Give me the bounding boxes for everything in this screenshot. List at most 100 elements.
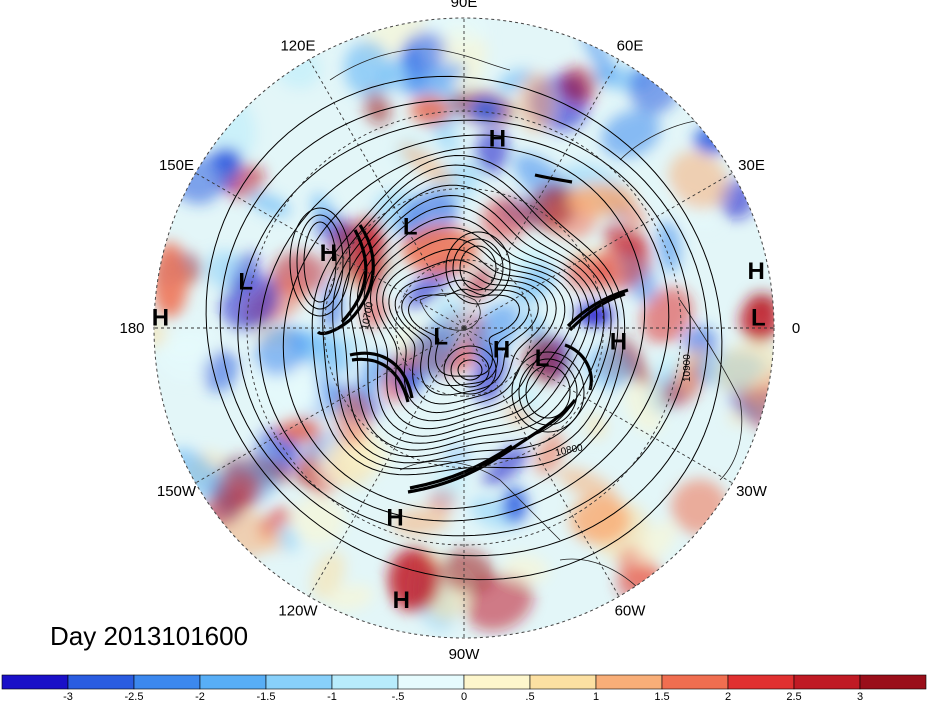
longitude-label: 120W bbox=[278, 602, 318, 619]
low-pressure-label: L bbox=[751, 305, 766, 332]
anomaly-patch bbox=[316, 371, 344, 414]
anomaly-core bbox=[410, 96, 450, 124]
map-title: Day 2013101600 bbox=[50, 621, 248, 651]
anomaly-patch bbox=[503, 555, 549, 583]
high-pressure-label: H bbox=[393, 587, 410, 614]
high-pressure-label: H bbox=[386, 504, 403, 531]
anomaly-patch bbox=[558, 467, 619, 504]
colorbar-tick-label: -.5 bbox=[392, 691, 405, 702]
colorbar-swatch bbox=[331, 674, 399, 690]
high-pressure-label: H bbox=[493, 337, 510, 364]
anomaly-patch bbox=[526, 183, 578, 231]
meridian-line bbox=[308, 59, 465, 329]
longitude-label: 150W bbox=[157, 483, 197, 500]
anomaly-patch bbox=[714, 341, 774, 394]
meridian-line bbox=[195, 327, 465, 484]
high-pressure-label: H bbox=[610, 329, 627, 356]
anomaly-core bbox=[740, 298, 774, 342]
colorbar-swatch bbox=[67, 674, 135, 690]
colorbar-tick-label: 0 bbox=[461, 691, 467, 702]
high-pressure-label: H bbox=[747, 258, 764, 285]
anomaly-core bbox=[388, 548, 440, 612]
longitude-label: 60E bbox=[617, 38, 644, 55]
anomaly-core bbox=[209, 148, 241, 172]
colorbar-tick-label: 3 bbox=[857, 691, 863, 702]
anomaly-core bbox=[278, 418, 322, 442]
colorbar-swatch bbox=[199, 674, 267, 690]
longitude-label: 60W bbox=[615, 602, 647, 619]
high-pressure-label: H bbox=[489, 126, 506, 153]
anomaly-patch bbox=[311, 551, 346, 600]
closed-contour bbox=[457, 359, 483, 381]
anomaly-patch bbox=[157, 333, 214, 382]
anomaly-patch bbox=[435, 130, 461, 153]
anomaly-core bbox=[402, 226, 478, 274]
anomaly-patch bbox=[255, 325, 308, 376]
jet-streak bbox=[349, 351, 414, 399]
high-pressure-label: H bbox=[152, 304, 169, 331]
colorbar-swatch bbox=[463, 674, 531, 690]
colorbar-swatch bbox=[793, 674, 861, 690]
anomaly-core bbox=[470, 98, 502, 122]
parallel-circle bbox=[246, 110, 682, 546]
anomaly-patch bbox=[559, 66, 598, 104]
anomaly-patch bbox=[676, 348, 707, 391]
contour-label: 10700 bbox=[360, 301, 376, 331]
closed-contour bbox=[450, 352, 490, 388]
jet-streak bbox=[534, 173, 573, 184]
anomaly-core bbox=[566, 184, 634, 216]
meridian-line bbox=[308, 327, 465, 597]
map-boundary bbox=[153, 17, 775, 639]
coastline-central-america bbox=[399, 460, 561, 541]
anomaly-patch bbox=[641, 287, 693, 344]
colorbar-tick-label: -1.5 bbox=[257, 691, 276, 702]
jet-streak bbox=[351, 357, 410, 403]
colorbar-tick-label: 2 bbox=[725, 691, 731, 702]
high-pressure-label: H bbox=[320, 240, 337, 267]
low-pressure-label: L bbox=[433, 323, 448, 350]
closed-contour bbox=[452, 238, 504, 298]
lat-lon-graticule bbox=[154, 18, 774, 638]
closed-contour bbox=[445, 231, 511, 305]
anomaly-patch bbox=[671, 479, 728, 535]
closed-contour bbox=[289, 207, 351, 317]
colorbar-tick-label: -2.5 bbox=[125, 691, 144, 702]
meridian-line bbox=[195, 172, 465, 329]
anomaly-patch bbox=[292, 495, 345, 545]
colorbar-tick-label: -1 bbox=[327, 691, 337, 702]
anomaly-patch bbox=[391, 507, 450, 536]
anomaly-patch bbox=[401, 30, 446, 74]
colorbar-tick-label: 1 bbox=[593, 691, 599, 702]
anomaly-patch bbox=[601, 110, 661, 158]
closed-contour bbox=[443, 345, 497, 395]
anomaly-patch bbox=[475, 128, 510, 175]
anomaly-patch bbox=[364, 90, 391, 125]
colorbar-tick-label: -2 bbox=[195, 691, 205, 702]
longitude-label: 0 bbox=[792, 320, 800, 337]
anomaly-patch bbox=[154, 322, 168, 349]
colorbar-tick-label: .5 bbox=[525, 691, 534, 702]
closed-contour bbox=[511, 351, 585, 433]
anomaly-patch bbox=[334, 391, 371, 446]
anomaly-patch bbox=[510, 379, 539, 415]
anomaly-patch bbox=[205, 250, 244, 288]
colorbar-swatch bbox=[265, 674, 333, 690]
anomaly-patch bbox=[398, 62, 467, 94]
closed-contour bbox=[303, 221, 337, 303]
jet-streak bbox=[564, 343, 593, 391]
colorbar-tick-label: 2.5 bbox=[786, 691, 801, 702]
anomaly-patch bbox=[344, 40, 391, 97]
closed-contour bbox=[525, 365, 571, 419]
anomaly-patch bbox=[683, 325, 718, 359]
colorbar-swatch bbox=[1, 674, 69, 690]
anomaly-patch bbox=[657, 186, 716, 228]
anomaly-core bbox=[694, 126, 730, 154]
anomaly-patch bbox=[440, 549, 495, 593]
meridian-line bbox=[463, 327, 620, 597]
parallel-circle bbox=[395, 259, 533, 397]
longitude-label: 90W bbox=[449, 646, 481, 663]
low-pressure-label: L bbox=[403, 214, 418, 241]
anomaly-patch bbox=[424, 18, 489, 43]
colorbar-swatch bbox=[661, 674, 729, 690]
jet-streak bbox=[340, 229, 368, 324]
